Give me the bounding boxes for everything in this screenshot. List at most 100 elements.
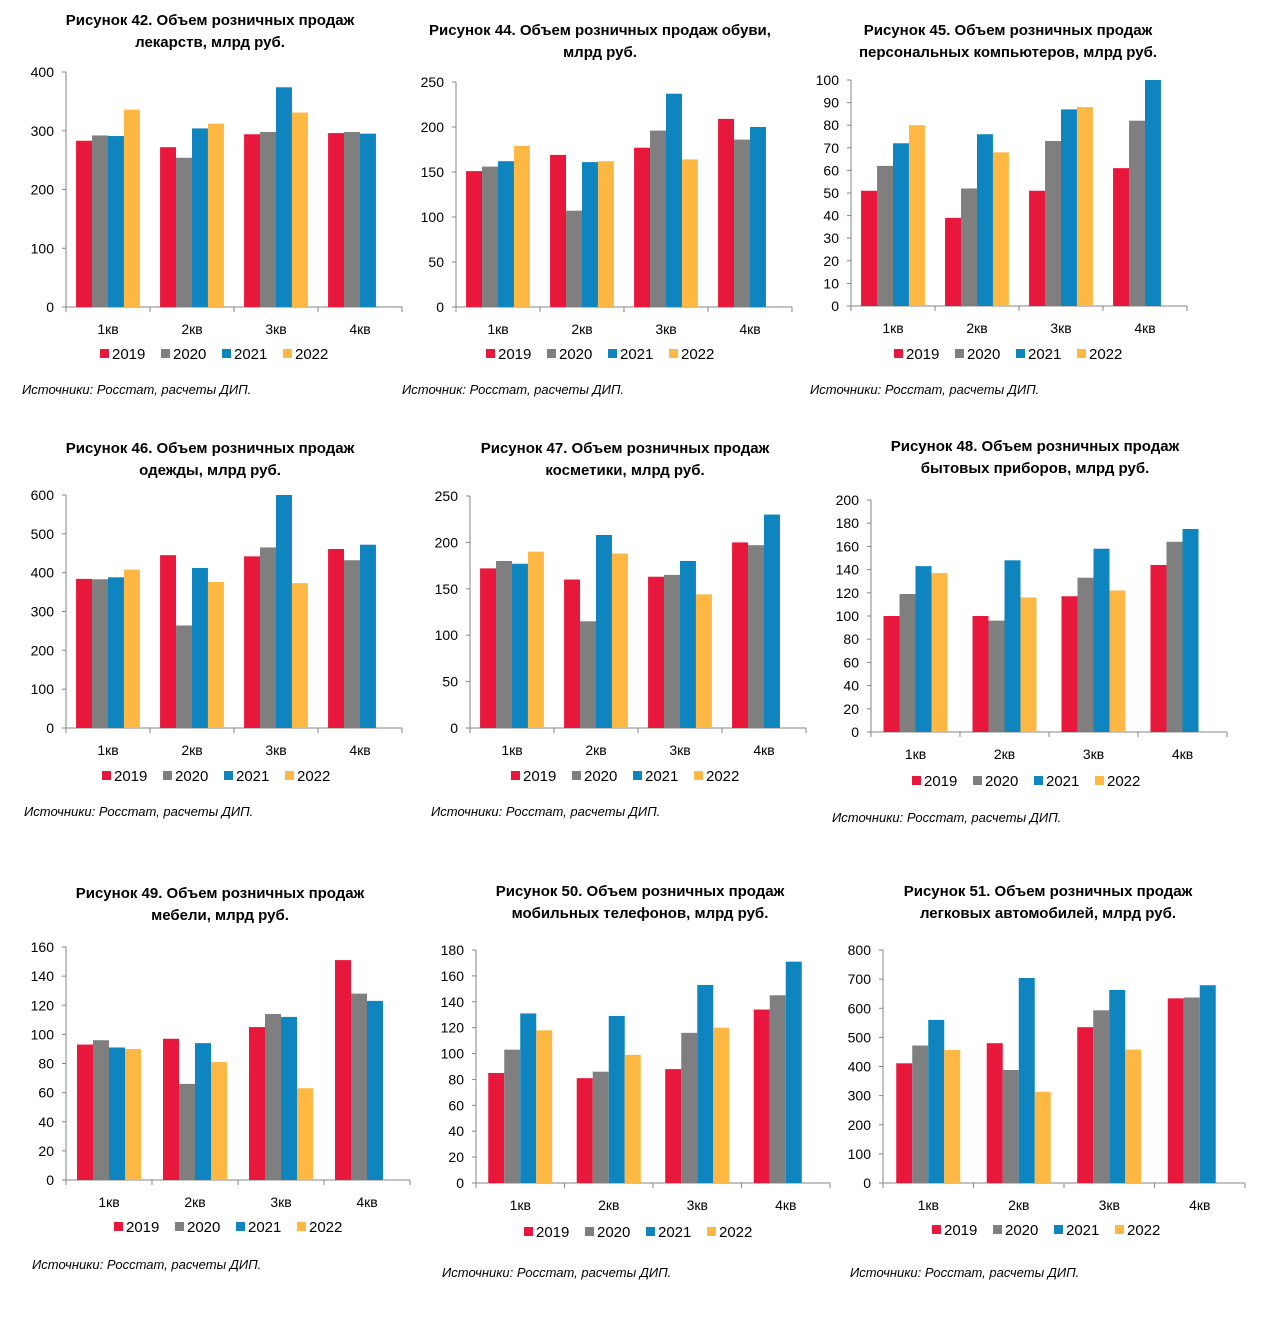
bar-2021-1кв	[108, 577, 124, 728]
x-tick-label: 2кв	[1008, 1197, 1029, 1213]
y-tick-label: 700	[848, 971, 872, 987]
y-tick-label: 140	[31, 968, 55, 984]
x-tick-label: 4кв	[1134, 320, 1155, 336]
legend-swatch-2022	[285, 771, 294, 780]
chart-title: Рисунок 47. Объем розничных продаж космет…	[415, 438, 835, 482]
bar-2021-3кв	[666, 93, 682, 307]
bar-2020-3кв	[1093, 1010, 1110, 1183]
bar-2019-3кв	[1077, 1027, 1094, 1183]
y-tick-label: 0	[46, 720, 54, 736]
bar-2020-2кв	[1002, 1069, 1019, 1183]
legend-swatch-2021	[1054, 1225, 1063, 1234]
y-tick-label: 250	[421, 74, 445, 90]
legend-label-2021: 2021	[236, 768, 269, 785]
bar-2020-3кв	[1077, 577, 1094, 732]
bar-2022-3кв	[695, 594, 712, 728]
bar-2020-1кв	[92, 135, 108, 307]
bar-2019-2кв	[972, 616, 989, 732]
bar-2021-1кв	[915, 566, 932, 732]
legend-swatch-2022	[283, 349, 292, 358]
chart-title-line: мебели, млрд руб.	[151, 907, 289, 924]
bar-2019-4кв	[328, 548, 345, 728]
y-tick-label: 100	[31, 240, 55, 256]
chart-title-line: бытовых приборов, млрд руб.	[920, 460, 1150, 477]
bar-2019-2кв	[160, 555, 177, 728]
chart-title: Рисунок 42. Объем розничных продаж лекарс…	[0, 10, 420, 54]
chart-svg: 0 100 200 300 400 500 600 700 800 1кв 2кв 3кв 4кв 201…	[848, 942, 1246, 1239]
x-tick-label: 1кв	[97, 742, 118, 758]
x-tick-label: 2кв	[994, 746, 1015, 762]
x-tick-label: 4кв	[349, 742, 370, 758]
bar-2021-3кв	[697, 984, 714, 1183]
y-tick-label: 100	[836, 608, 860, 624]
bar-2021-4кв	[785, 961, 802, 1183]
legend-swatch-2020	[993, 1225, 1002, 1234]
legend-swatch-2020	[955, 349, 964, 358]
source-note: Источники: Росстат, расчеты ДИП.	[22, 382, 252, 397]
y-tick-label: 80	[823, 117, 839, 133]
bar-2021-4кв	[360, 133, 376, 307]
bar-2022-3кв	[297, 1088, 313, 1180]
bar-2019-3кв	[665, 1069, 682, 1183]
chart-title-line: лекарств, млрд руб.	[135, 34, 285, 51]
x-tick-label: 1кв	[882, 320, 903, 336]
chart-svg: 0 20 40 60 80 100 120 140 160 180 200 1кв 2кв 3кв 4кв 2…	[836, 492, 1228, 790]
bar-2022-2кв	[611, 553, 628, 728]
bar-2021-4кв	[1182, 529, 1199, 732]
legend-label-2021: 2021	[658, 1224, 691, 1241]
legend-swatch-2020	[163, 771, 172, 780]
chart-title-line: Рисунок 42. Объем розничных продаж	[65, 12, 355, 29]
y-tick-label: 0	[450, 720, 458, 736]
x-tick-label: 1кв	[510, 1197, 531, 1213]
bar-2019-3кв	[634, 147, 651, 307]
bar-2022-1кв	[513, 145, 530, 307]
bar-2022-2кв	[597, 161, 614, 307]
chart-title-line: млрд руб.	[563, 44, 637, 61]
chart-title: Рисунок 46. Объем розничных продаж одежды…	[0, 438, 420, 482]
y-tick-label: 500	[31, 526, 55, 542]
bar-2021-1кв	[893, 143, 909, 306]
chart-panel-51: Рисунок 51. Объем розничных продаж легков…	[838, 875, 1258, 1305]
x-tick-label: 2кв	[181, 321, 202, 337]
bar-2019-3кв	[244, 556, 261, 728]
x-tick-label: 3кв	[270, 1194, 291, 1210]
bar-2021-4кв	[1145, 80, 1161, 306]
x-tick-label: 2кв	[181, 742, 202, 758]
x-tick-label: 4кв	[1172, 746, 1193, 762]
bar-2021-2кв	[1004, 560, 1021, 732]
bar-2019-2кв	[160, 147, 177, 307]
y-tick-label: 40	[448, 1123, 464, 1139]
bar-2020-4кв	[344, 560, 360, 728]
y-tick-label: 60	[38, 1085, 54, 1101]
legend-label-2022: 2022	[297, 768, 330, 785]
bar-2022-2кв	[211, 1062, 227, 1180]
chart-title-line: косметики, млрд руб.	[545, 462, 705, 479]
bar-2021-4кв	[750, 127, 766, 307]
bar-2019-4кв	[753, 1009, 770, 1183]
legend-swatch-2021	[1016, 349, 1025, 358]
chart-panel-50: Рисунок 50. Объем розничных продаж мобиль…	[430, 875, 850, 1305]
chart-title-line: Рисунок 44. Объем розничных продаж обуви…	[429, 22, 771, 39]
bar-2021-2кв	[582, 162, 598, 307]
chart-title-line: одежды, млрд руб.	[139, 462, 281, 479]
bar-2020-4кв	[344, 131, 360, 307]
legend-swatch-2022	[1115, 1225, 1124, 1234]
legend-swatch-2021	[222, 349, 231, 358]
x-tick-label: 1кв	[97, 321, 118, 337]
bar-2020-2кв	[176, 625, 192, 728]
x-tick-label: 1кв	[98, 1194, 119, 1210]
y-tick-label: 90	[823, 95, 839, 111]
bar-2022-1кв	[527, 551, 544, 728]
legend-label-2020: 2020	[584, 768, 617, 785]
legend-label-2019: 2019	[126, 1219, 159, 1236]
chart-title-line: легковых автомобилей, млрд руб.	[919, 905, 1177, 922]
x-tick-label: 1кв	[487, 321, 508, 337]
bar-2022-3кв	[681, 159, 698, 307]
y-tick-label: 140	[441, 994, 465, 1010]
bar-2020-4кв	[769, 995, 786, 1183]
y-tick-label: 20	[843, 701, 859, 717]
chart-title-line: Рисунок 48. Объем розничных продаж	[890, 438, 1180, 455]
legend-label-2020: 2020	[559, 346, 592, 363]
y-tick-label: 100	[441, 1046, 465, 1062]
bar-2019-4кв	[1113, 168, 1130, 306]
